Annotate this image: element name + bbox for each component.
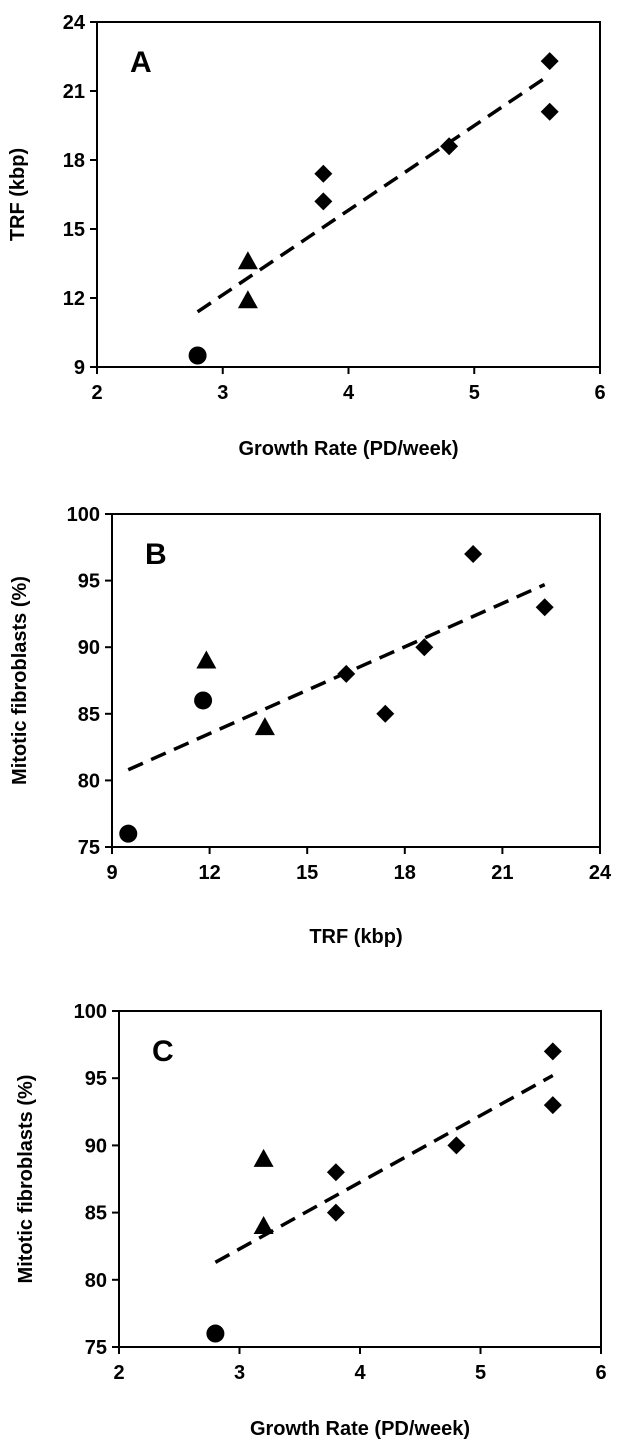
data-point-circle (119, 824, 138, 843)
y-tick-label: 90 (78, 637, 100, 659)
data-point-diamond (376, 704, 395, 723)
data-point-diamond (337, 664, 356, 683)
data-point-diamond (415, 638, 434, 657)
data-point-triangle (253, 1148, 274, 1167)
x-tick-label: 6 (595, 1362, 606, 1384)
data-point-circle (194, 691, 213, 710)
data-point-triangle (196, 650, 217, 669)
data-point-triangle (253, 1216, 274, 1235)
x-tick-label: 6 (594, 382, 605, 404)
y-axis-label: Mitotic fibroblasts (%) (9, 576, 31, 785)
y-tick-label: 24 (63, 12, 86, 34)
x-tick-label: 21 (491, 862, 513, 884)
data-point-circle (188, 346, 207, 365)
chart-panel-b: 9 12 15 18 21 24 75 80 85 90 95 100 TRF (kbp) Mitotic… (9, 504, 612, 948)
y-axis-label: Mitotic fibroblasts (%) (15, 1075, 37, 1284)
y-tick-label: 85 (85, 1203, 107, 1225)
y-tick-label: 80 (78, 770, 100, 792)
y-tick-label: 12 (63, 288, 85, 310)
x-tick-label: 4 (354, 1362, 366, 1384)
trend-line (196, 73, 551, 314)
x-axis-label: TRF (kbp) (309, 926, 402, 948)
plot-frame (96, 21, 601, 368)
y-tick-label: 95 (85, 1068, 107, 1090)
data-point-diamond (540, 102, 559, 121)
y-tick-label: 18 (63, 150, 85, 172)
chart-panel-c: 2 3 4 5 6 75 80 85 90 95 100 Growth Rate (PD/week) M… (15, 1001, 607, 1440)
data-point-diamond (540, 52, 559, 71)
panel-letter: C (152, 1035, 174, 1068)
data-point-diamond (440, 137, 459, 156)
data-point-circle (206, 1324, 225, 1343)
x-tick-label: 4 (343, 382, 355, 404)
data-point-diamond (314, 192, 333, 211)
y-tick-label: 9 (74, 357, 85, 379)
x-axis-label: Growth Rate (PD/week) (250, 1418, 470, 1440)
panel-letter: A (130, 46, 152, 79)
y-tick-label: 15 (63, 219, 85, 241)
chart-panel-a: 2 3 4 5 6 9 12 15 18 21 24 Growth Rate (PD/week) TRF… (7, 12, 606, 460)
x-axis-label: Growth Rate (PD/week) (238, 438, 458, 460)
y-axis-label: TRF (kbp) (7, 148, 29, 241)
panel-letter: B (145, 538, 167, 571)
data-point-diamond (326, 1163, 345, 1182)
plot-frame (118, 1010, 602, 1348)
x-tick-label: 12 (198, 862, 220, 884)
data-point-diamond (447, 1136, 466, 1155)
data-point-diamond (326, 1203, 345, 1222)
x-tick-label: 3 (217, 382, 228, 404)
y-tick-label: 85 (78, 704, 100, 726)
x-tick-label: 5 (475, 1362, 486, 1384)
plot-frame (111, 513, 601, 848)
data-point-diamond (464, 544, 483, 563)
y-tick-label: 80 (85, 1270, 107, 1292)
x-tick-label: 5 (469, 382, 480, 404)
trend-line (127, 582, 546, 772)
data-point-triangle (254, 717, 275, 736)
y-tick-label: 100 (67, 504, 100, 526)
y-tick-label: 90 (85, 1135, 107, 1157)
y-tick-label: 100 (74, 1001, 107, 1023)
data-point-diamond (535, 598, 554, 617)
x-tick-label: 3 (234, 1362, 245, 1384)
data-point-diamond (314, 164, 333, 183)
y-tick-label: 75 (78, 837, 100, 859)
x-tick-label: 9 (106, 862, 117, 884)
x-tick-label: 18 (394, 862, 416, 884)
y-tick-label: 75 (85, 1337, 107, 1359)
y-tick-label: 95 (78, 571, 100, 593)
data-point-triangle (237, 290, 258, 309)
x-tick-label: 15 (296, 862, 318, 884)
data-point-diamond (543, 1042, 562, 1061)
trend-line (214, 1073, 554, 1264)
x-tick-label: 24 (589, 862, 612, 884)
data-point-triangle (237, 251, 258, 270)
x-tick-label: 2 (91, 382, 102, 404)
data-point-diamond (543, 1096, 562, 1115)
y-tick-label: 21 (63, 81, 85, 103)
x-tick-label: 2 (113, 1362, 124, 1384)
